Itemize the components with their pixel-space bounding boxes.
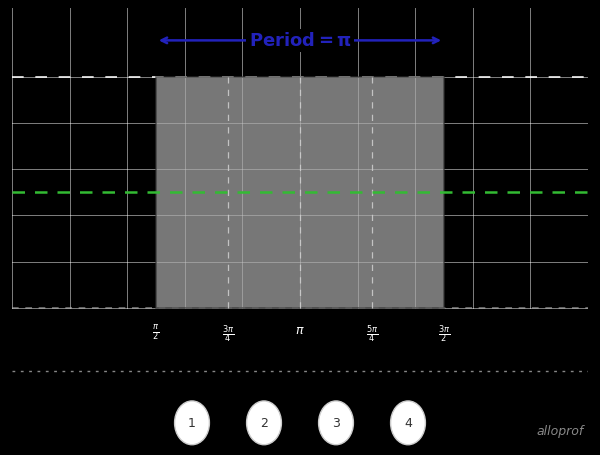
Text: 3: 3	[332, 416, 340, 430]
Text: 2: 2	[260, 416, 268, 430]
Text: $\frac{3π}{2}$: $\frac{3π}{2}$	[438, 323, 450, 344]
Text: $\frac{π}{2}$: $\frac{π}{2}$	[152, 323, 160, 342]
Text: $\frac{3π}{4}$: $\frac{3π}{4}$	[222, 323, 234, 344]
Text: alloprof: alloprof	[536, 424, 583, 437]
Text: 4: 4	[404, 416, 412, 430]
Text: $\frac{5π}{4}$: $\frac{5π}{4}$	[366, 323, 378, 344]
Ellipse shape	[319, 401, 353, 445]
Ellipse shape	[391, 401, 425, 445]
Bar	[156, 78, 444, 308]
Ellipse shape	[247, 401, 281, 445]
Text: 1: 1	[188, 416, 196, 430]
Text: $\bf{Period = \pi}$: $\bf{Period = \pi}$	[248, 32, 352, 50]
Ellipse shape	[175, 401, 209, 445]
Text: $\pi$: $\pi$	[295, 323, 305, 336]
